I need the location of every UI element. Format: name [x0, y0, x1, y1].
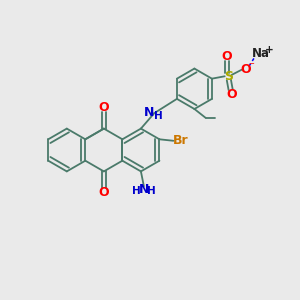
Text: O: O: [241, 63, 251, 76]
Text: ⁻: ⁻: [248, 61, 254, 71]
Text: N: N: [144, 106, 154, 119]
Text: Na: Na: [252, 47, 270, 60]
Text: Br: Br: [173, 134, 189, 147]
Text: N: N: [139, 183, 149, 196]
Text: H: H: [154, 110, 163, 121]
Text: S: S: [224, 70, 233, 83]
Text: O: O: [221, 50, 232, 63]
Text: O: O: [226, 88, 236, 101]
Text: H: H: [147, 186, 156, 196]
Text: +: +: [265, 45, 274, 56]
Text: H: H: [132, 186, 141, 196]
Text: O: O: [98, 101, 109, 114]
Text: O: O: [98, 186, 109, 199]
